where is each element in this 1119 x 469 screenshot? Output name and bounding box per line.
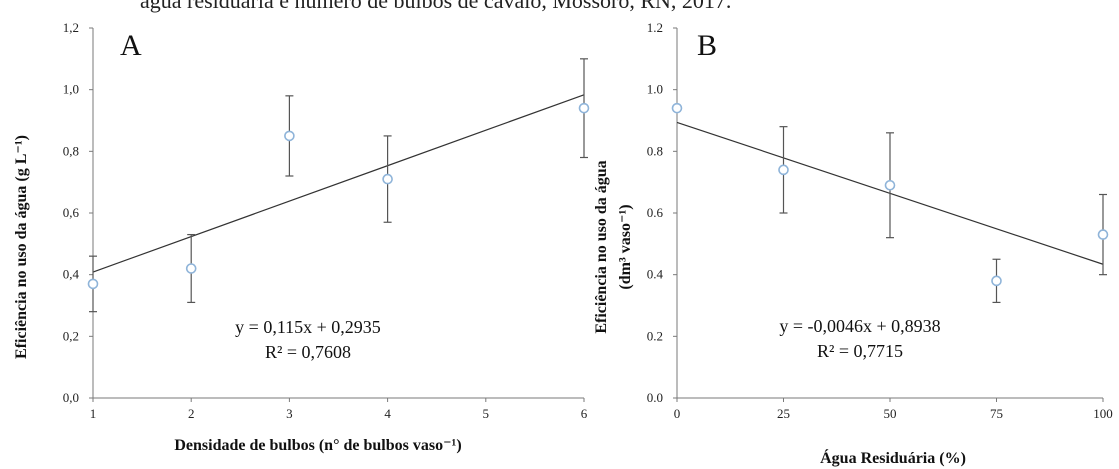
panel-a-trendline bbox=[92, 94, 585, 273]
panel-b-equation: y = -0,0046x + 0,8938 bbox=[779, 316, 940, 336]
panel-a-x-tick-label: 1 bbox=[90, 406, 97, 421]
panel-a-y-tick-label: 0,2 bbox=[63, 328, 79, 343]
panel-a-y-tick-label: 0,0 bbox=[63, 390, 79, 405]
panel-b-y-tick-label: 0.8 bbox=[647, 143, 663, 158]
panel-a-label: A bbox=[120, 29, 142, 62]
panel-b-data-point bbox=[991, 275, 1002, 287]
panel-b-y-tick-label: 0.2 bbox=[647, 328, 663, 343]
panel-a-data-point bbox=[284, 130, 295, 142]
panel-a: A Eficiência no uso da água (g L⁻¹) Dens… bbox=[13, 20, 590, 454]
panel-b: B Eficiência no uso da água (dm³ vaso⁻¹)… bbox=[593, 20, 1113, 467]
panel-a-data-point bbox=[578, 102, 590, 114]
panel-a-equation: y = 0,115x + 0,2935 bbox=[235, 317, 381, 337]
panel-a-x-tick-label: 3 bbox=[286, 406, 293, 421]
panel-b-y-tick-label: 1.2 bbox=[647, 20, 663, 35]
panel-b-x-tick-label: 50 bbox=[884, 406, 897, 421]
panel-a-y-tick-label: 0,4 bbox=[63, 267, 80, 282]
panel-b-data-point bbox=[778, 164, 789, 176]
panel-b-data-point bbox=[671, 102, 683, 114]
panel-b-x-tick-label: 100 bbox=[1093, 406, 1113, 421]
panel-a-y-tick-label: 1,0 bbox=[63, 82, 79, 97]
panel-a-y-tick-label: 0,8 bbox=[63, 143, 79, 158]
panel-b-y-tick-label: 0.4 bbox=[647, 267, 664, 282]
panel-b-label: B bbox=[697, 29, 717, 62]
panel-b-x-tick-label: 75 bbox=[990, 406, 1003, 421]
panel-a-data-point bbox=[382, 173, 393, 185]
panel-a-y-tick-label: 1,2 bbox=[63, 20, 79, 35]
panel-a-y-tick-label: 0,6 bbox=[63, 205, 80, 220]
panel-a-data-point bbox=[87, 278, 99, 290]
panel-b-r-squared: R² = 0,7715 bbox=[817, 341, 903, 361]
panel-b-x-axis-title: Água Residuária (%) bbox=[820, 448, 966, 467]
panel-a-x-tick-label: 2 bbox=[188, 406, 195, 421]
panel-b-y-tick-label: 0.6 bbox=[647, 205, 664, 220]
panel-a-data-point bbox=[185, 263, 197, 274]
panel-b-x-tick-label: 0 bbox=[674, 406, 681, 421]
panel-a-y-axis-title: Eficiência no uso da água (g L⁻¹) bbox=[13, 135, 30, 359]
panel-b-y-tick-label: 1.0 bbox=[647, 82, 663, 97]
panel-b-data-point bbox=[1097, 229, 1109, 240]
panel-a-x-tick-label: 4 bbox=[384, 406, 391, 421]
figure-caption-fragment: água residuária e número de bulbos de ca… bbox=[140, 0, 732, 13]
panel-b-y-axis-unit: (dm³ vaso⁻¹) bbox=[617, 204, 634, 289]
panel-a-r-squared: R² = 0,7608 bbox=[265, 342, 351, 362]
panel-a-x-tick-label: 6 bbox=[581, 406, 588, 421]
panel-b-y-axis-title: Eficiência no uso da água bbox=[593, 160, 610, 333]
panel-a-x-axis-title: Densidade de bulbos (n° de bulbos vaso⁻¹… bbox=[174, 437, 461, 454]
panel-b-x-tick-label: 25 bbox=[777, 406, 790, 421]
panel-a-x-tick-label: 5 bbox=[483, 406, 490, 421]
panel-b-data-point bbox=[884, 179, 896, 191]
panel-b-y-tick-label: 0.0 bbox=[647, 390, 663, 405]
